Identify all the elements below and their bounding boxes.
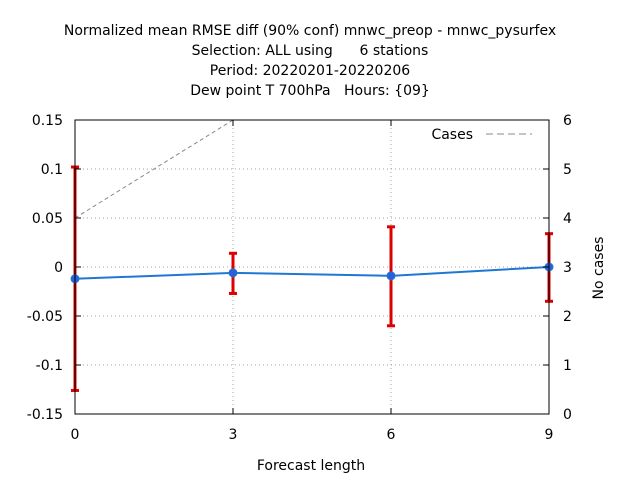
y2-tick-label: 1 — [563, 358, 572, 374]
y2-tick-label: 4 — [563, 211, 572, 227]
x-tick-label: 6 — [387, 427, 396, 443]
title-line-1: Normalized mean RMSE diff (90% conf) mnw… — [64, 23, 556, 39]
x-axis-label: Forecast length — [257, 458, 365, 474]
x-tick-label: 3 — [229, 427, 238, 443]
x-tick-label: 9 — [545, 427, 554, 443]
y2-tick-label: 2 — [563, 309, 572, 325]
y-tick-label: -0.15 — [27, 407, 63, 423]
y-tick-label: 0 — [54, 260, 63, 276]
legend: Cases — [431, 127, 532, 143]
y2-tick-label: 5 — [563, 162, 572, 178]
legend-label-cases: Cases — [431, 127, 473, 143]
y-tick-label: 0.1 — [41, 162, 63, 178]
rmse-series — [70, 165, 554, 392]
data-point — [386, 271, 396, 281]
y-tick-label: 0.05 — [32, 211, 63, 227]
data-point — [228, 268, 238, 278]
title-line-4: Dew point T 700hPa Hours: {09} — [190, 83, 430, 99]
rmse-line — [74, 266, 550, 280]
y-tick-label: -0.1 — [36, 358, 63, 374]
chart-title: Normalized mean RMSE diff (90% conf) mnw… — [64, 23, 556, 99]
y-tick-label: -0.05 — [27, 309, 63, 325]
y2-tick-label: 6 — [563, 113, 572, 129]
y2-tick-label: 0 — [563, 407, 572, 423]
y-tick-label: 0.15 — [32, 113, 63, 129]
axis-ticks: 0 3 6 9 0.15 0.1 0.05 0 -0.05 -0.1 -0.15 6 5 4 3 2 1 0 — [27, 113, 572, 443]
grid — [75, 120, 549, 414]
x-tick-label: 0 — [71, 427, 80, 443]
y2-tick-label: 3 — [563, 260, 572, 276]
title-line-2: Selection: ALL using 6 stations — [192, 43, 429, 59]
y2-axis-label: No cases — [591, 237, 607, 300]
title-line-3: Period: 20220201-20220206 — [210, 63, 410, 79]
